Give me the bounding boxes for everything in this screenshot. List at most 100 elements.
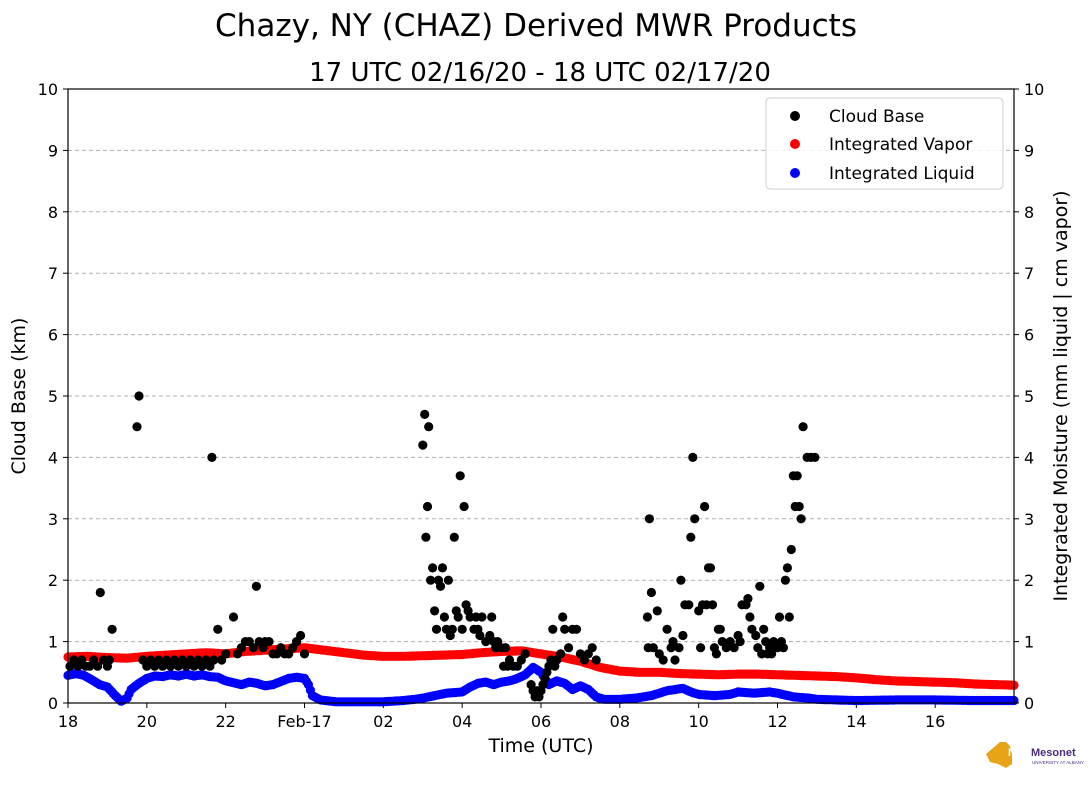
cloud-base-point <box>422 501 433 512</box>
cloud-base-point <box>810 452 820 462</box>
cloud-base-point <box>487 612 497 622</box>
cloud-base-point <box>449 532 459 542</box>
x-tick-label: 02 <box>373 712 393 731</box>
y-tick-label-right: 7 <box>1024 264 1034 283</box>
y-tick-label-right: 3 <box>1024 510 1034 529</box>
y-tick-label-right: 10 <box>1024 80 1044 99</box>
cloud-base-point <box>264 637 274 647</box>
cloud-base-point <box>435 581 446 591</box>
y-tick-label-right: 0 <box>1024 694 1034 713</box>
cloud-base-point <box>560 624 570 634</box>
nys-mesonet-logo: NYS Mesonet UNIVERSITY AT ALBANY <box>986 742 1084 768</box>
y-tick-label-right: 6 <box>1024 326 1034 345</box>
cloud-base-point <box>93 661 103 671</box>
cloud-base-point <box>767 649 777 659</box>
x-tick-label: 12 <box>767 712 787 731</box>
cloud-base-point <box>228 612 239 622</box>
legend-label-integrated-vapor: Integrated Vapor <box>829 135 972 155</box>
cloud-base-point <box>439 612 449 622</box>
y-axis-left-label: Cloud Base (km) <box>8 318 30 475</box>
cloud-base-point <box>684 600 694 610</box>
cloud-base-point <box>778 643 789 653</box>
cloud-base-point <box>705 563 716 573</box>
cloud-base-point <box>455 471 465 481</box>
legend-marker-integrated-vapor <box>790 139 800 149</box>
y-tick-label-left: 2 <box>48 571 58 590</box>
logo-subtext: UNIVERSITY AT ALBANY <box>1032 760 1084 765</box>
cloud-base-point <box>447 624 457 634</box>
cloud-base-point <box>646 587 657 598</box>
cloud-base-point <box>453 612 463 622</box>
cloud-base-point <box>424 422 434 432</box>
cloud-base-point <box>437 563 448 573</box>
cloud-base-point <box>430 606 440 616</box>
cloud-base-point <box>644 514 655 524</box>
legend-marker-cloud-base <box>790 111 800 121</box>
cloud-base-point <box>500 643 511 653</box>
cloud-base-point <box>587 643 597 653</box>
y-tick-label-right: 4 <box>1024 448 1034 467</box>
x-tick-label: 14 <box>846 712 866 731</box>
y-tick-label-left: 7 <box>48 264 58 283</box>
cloud-base-point <box>676 575 686 585</box>
series-cloud-base <box>65 391 820 702</box>
cloud-base-point <box>707 600 718 610</box>
cloud-base-point <box>221 649 231 659</box>
cloud-base-point <box>759 624 769 634</box>
cloud-base-point <box>784 612 794 622</box>
legend: Cloud Base Integrated Vapor Integrated L… <box>765 97 1004 190</box>
cloud-base-point <box>443 575 453 585</box>
cloud-base-point <box>780 575 791 585</box>
cloud-base-point <box>674 643 684 653</box>
cloud-base-point <box>104 655 114 665</box>
cloud-base-point <box>796 514 806 524</box>
cloud-base-point <box>251 581 261 591</box>
x-tick-label: 10 <box>688 712 708 731</box>
cloud-base-point <box>782 563 793 573</box>
x-tick-label: 18 <box>58 712 78 731</box>
cloud-base-point <box>648 643 658 653</box>
cloud-base-point <box>457 624 467 634</box>
y-tick-label-right: 1 <box>1024 633 1034 652</box>
cloud-base-point <box>548 624 558 634</box>
cloud-base-point <box>418 440 428 450</box>
x-tick-label: 22 <box>215 712 235 731</box>
y-tick-label-right: 9 <box>1024 141 1034 160</box>
cloud-base-point <box>421 532 431 542</box>
cloud-base-point <box>420 409 430 419</box>
cloud-base-point <box>132 422 142 432</box>
cloud-base-point <box>686 532 696 542</box>
y-tick-label-right: 2 <box>1024 571 1034 590</box>
y-tick-label-left: 8 <box>48 203 58 222</box>
y-tick-label-right: 8 <box>1024 203 1034 222</box>
x-tick-label: 06 <box>531 712 551 731</box>
cloud-base-point <box>475 630 485 641</box>
x-tick-label: Feb-17 <box>277 712 331 731</box>
cloud-base-point <box>794 501 804 512</box>
y-axis-right-ticks: 0 1 2 3 4 5 6 7 8 9 10 <box>1014 80 1044 713</box>
y-tick-label-left: 10 <box>38 80 58 99</box>
y-tick-label-left: 5 <box>48 387 58 406</box>
cloud-base-point <box>751 630 761 641</box>
cloud-base-point <box>209 655 219 665</box>
cloud-base-point <box>711 649 722 659</box>
x-axis-ticks: 18 20 22 Feb-17 02 04 06 08 10 12 14 16 <box>58 703 945 731</box>
cloud-base-point <box>798 422 808 432</box>
cloud-base-point <box>296 630 306 641</box>
cloud-base-point <box>564 643 574 653</box>
x-tick-label: 16 <box>925 712 945 731</box>
legend-label-cloud-base: Cloud Base <box>829 107 924 127</box>
cloud-base-point <box>428 563 438 573</box>
cloud-base-point <box>642 612 653 622</box>
logo-text-nys: NYS <box>1008 747 1031 759</box>
chart-subtitle: 17 UTC 02/16/20 - 18 UTC 02/17/20 <box>309 58 771 88</box>
y-tick-label-left: 6 <box>48 326 58 345</box>
cloud-base-point <box>700 501 710 512</box>
y-tick-label-left: 9 <box>48 141 58 160</box>
cloud-base-point <box>477 612 487 622</box>
cloud-base-point <box>431 624 442 634</box>
cloud-base-point <box>248 643 258 653</box>
y-tick-label-left: 0 <box>48 694 58 713</box>
cloud-base-point <box>213 624 223 634</box>
cloud-base-point <box>678 630 688 641</box>
